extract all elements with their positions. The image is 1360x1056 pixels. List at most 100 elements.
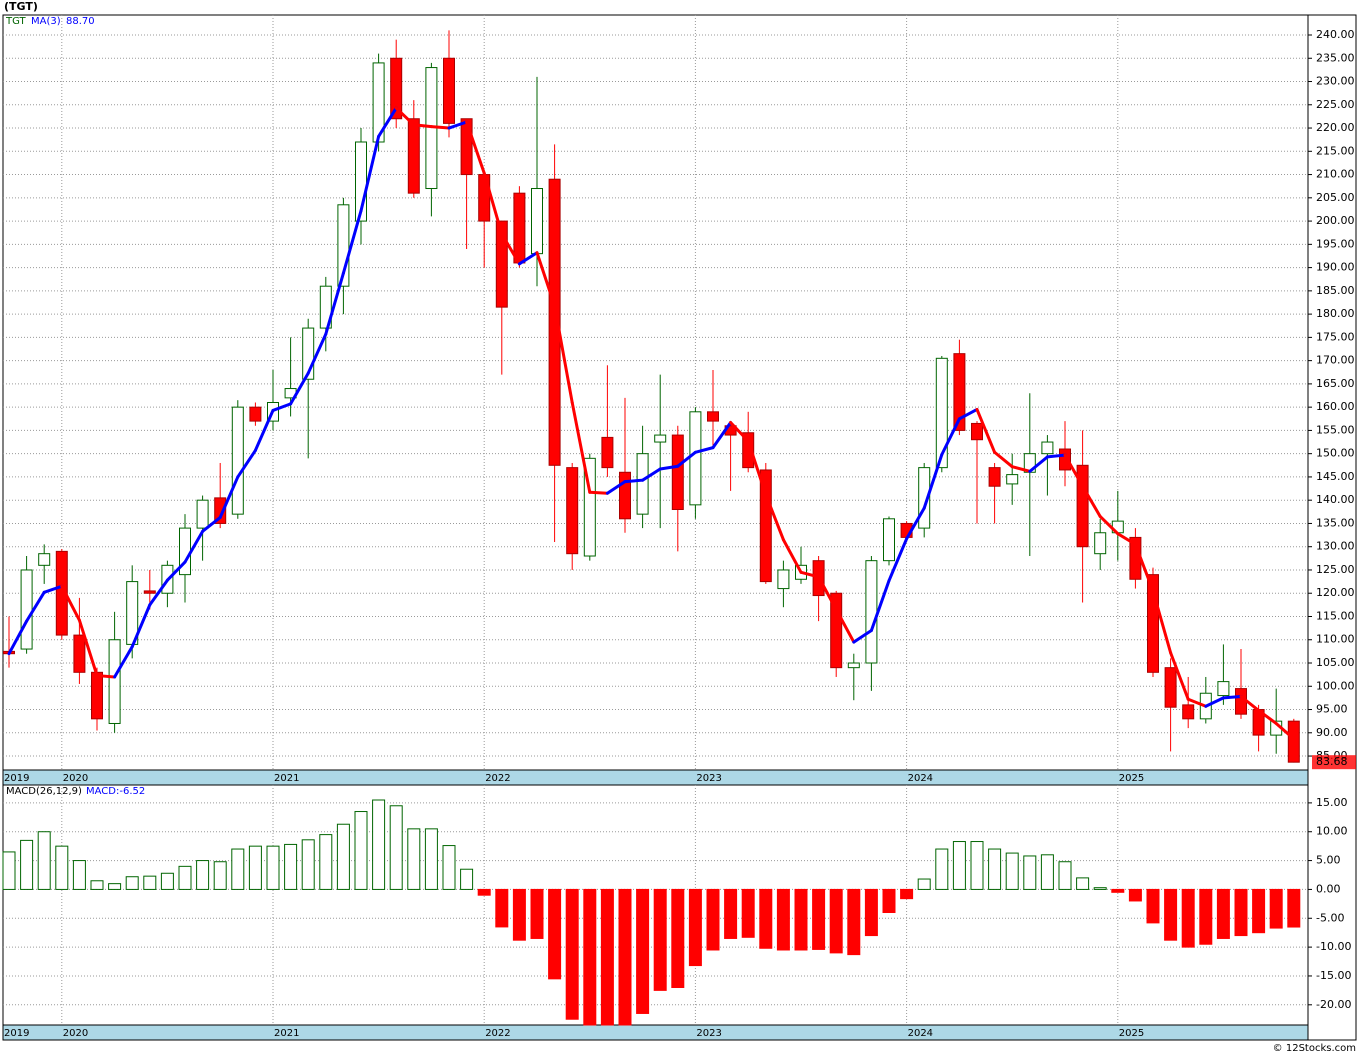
macd-bar (2, 851, 16, 890)
ma-segment (570, 401, 592, 494)
macd-bar (653, 888, 667, 991)
macd-bar (600, 888, 614, 1026)
ma-segment (658, 464, 680, 471)
macd-bar (829, 888, 843, 954)
ma-segment (693, 446, 715, 454)
ma-segment (553, 304, 574, 405)
macd-bar (1093, 887, 1107, 890)
ma-segment (236, 448, 257, 479)
x-axis-strip (2, 769, 1309, 786)
footer: © 12Stocks.com (1273, 1043, 1356, 1054)
ma-segment (1204, 696, 1225, 708)
y-tick-label: -20.00 (1316, 998, 1351, 1011)
macd-bar (72, 860, 86, 890)
macd-bar (988, 848, 1002, 890)
macd-bar (442, 845, 456, 890)
ma-segment (324, 271, 345, 336)
ma-segment (1116, 532, 1137, 546)
y-tick-label: 195.00 (1316, 237, 1355, 250)
candle-body (1076, 464, 1089, 548)
macd-bar (424, 828, 438, 890)
candle-body (548, 178, 561, 466)
legend-symbol: TGT (5, 16, 27, 27)
x-tick-label: 2024 (908, 773, 933, 784)
macd-bar (1146, 888, 1160, 924)
candle-body (55, 550, 68, 636)
candle-body (935, 357, 948, 469)
ma-segment (130, 603, 152, 649)
macd-bar (125, 876, 139, 890)
candle-body (143, 590, 156, 594)
ma-segment (817, 575, 838, 612)
candle-body (883, 518, 895, 562)
candle-body (38, 553, 51, 566)
y-tick-label: 165.00 (1316, 377, 1355, 390)
macd-bar (1287, 888, 1301, 928)
y-tick-label: 110.00 (1316, 633, 1355, 646)
macd-bar (1128, 888, 1142, 902)
candle-body (1287, 720, 1300, 763)
macd-bar (248, 845, 262, 890)
candle-body (953, 353, 966, 431)
macd-bar (1199, 888, 1213, 945)
x-tick-label: 2024 (908, 1028, 933, 1039)
ma-segment (799, 570, 821, 579)
y-tick-label: 230.00 (1316, 75, 1355, 88)
y-tick-label: 235.00 (1316, 51, 1355, 64)
macd-bar (1058, 861, 1072, 890)
ma-segment (447, 120, 469, 130)
candle-body (73, 634, 86, 673)
ma-segment (60, 584, 81, 622)
ma-segment (1169, 651, 1190, 701)
candle-body (1164, 667, 1177, 708)
macd-bar (1164, 888, 1178, 941)
y-tick-label: 160.00 (1316, 400, 1355, 413)
macd-bar (565, 888, 579, 1020)
ma-segment (1063, 453, 1085, 488)
ma-segment (482, 171, 504, 236)
ma-segment (165, 560, 187, 582)
candle-body (601, 436, 614, 469)
candle-body (513, 192, 526, 264)
candle-body (830, 592, 843, 669)
y-tick-label: 180.00 (1316, 307, 1355, 320)
y-tick-label: 220.00 (1316, 121, 1355, 134)
y-tick-label: 130.00 (1316, 540, 1355, 553)
macd-bar (266, 845, 280, 890)
macd-bar (917, 878, 931, 890)
macd-bar (794, 888, 808, 951)
candle-body (583, 457, 596, 557)
candle-body (1094, 532, 1107, 555)
ma-segment (289, 371, 310, 406)
macd-bar (20, 839, 34, 890)
legend-ma: MA(3) (31, 16, 61, 27)
macd-bar (512, 888, 526, 941)
macd-bar (1216, 888, 1230, 939)
macd-bar (970, 841, 984, 890)
candle-body (619, 471, 631, 520)
candle-body (971, 422, 983, 441)
candle-body (918, 467, 931, 529)
ma-segment (869, 579, 891, 632)
macd-label: MACD:-6.52 (86, 786, 145, 797)
candle-body (231, 406, 244, 515)
y-tick-label: 125.00 (1316, 563, 1355, 576)
ma-segment (535, 251, 557, 308)
ma-segment (183, 529, 205, 564)
candle-body (390, 57, 403, 120)
y-tick-label: 240.00 (1316, 28, 1355, 41)
macd-bar (495, 888, 509, 928)
macd-bar (213, 861, 227, 890)
frame (2, 14, 1357, 1041)
macd-bar (354, 811, 368, 890)
macd-bar (231, 848, 245, 890)
macd-bar (301, 839, 315, 890)
candle-body (196, 499, 209, 529)
macd-bar (952, 841, 966, 890)
candle-body (214, 497, 227, 524)
ma-segment (377, 106, 398, 138)
ma-segment (25, 590, 46, 623)
candle-body (865, 560, 878, 664)
macd-bar (178, 865, 192, 890)
ma-segment (1274, 721, 1296, 741)
